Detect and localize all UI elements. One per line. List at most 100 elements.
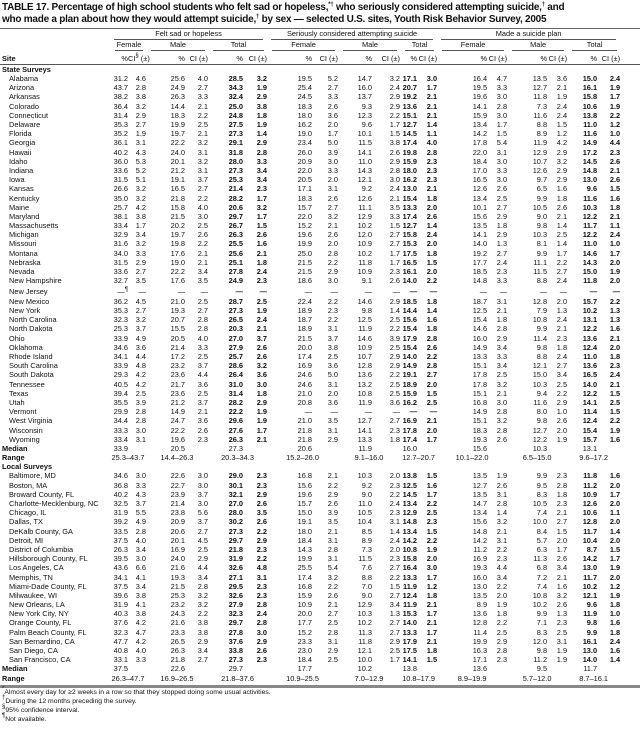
cell-value: 15.7 <box>297 202 313 212</box>
percent-cell: 13.5 <box>437 591 487 600</box>
ci-cell: 3.3 <box>185 343 208 352</box>
ci-cell: 1.7 <box>243 425 267 435</box>
percent-cell: 12.1 <box>338 175 372 184</box>
cell-value: 21.2 <box>170 397 185 407</box>
site-cell: New Orleans, LA <box>0 600 110 609</box>
ci-cell: 2.9 <box>487 212 507 221</box>
ci-cell: 2.2 <box>312 258 338 267</box>
ci-cell: 2.0 <box>597 536 620 545</box>
cell-value: 17.5 <box>402 248 418 258</box>
cell-value: 3.3 <box>256 156 268 166</box>
cell-value: 22.0 <box>297 211 313 221</box>
cell-value: 2.5 <box>389 646 401 655</box>
percent-cell: 19.6 <box>267 230 312 239</box>
cell-value: 9.8 <box>536 416 548 426</box>
ci-cell: 2.2 <box>417 536 437 545</box>
group-header-label: Made a suicide plan <box>441 29 617 40</box>
percent-cell: 9.4 <box>507 389 547 398</box>
percent-cell: 20.6 <box>208 203 243 212</box>
percent-cell: 19.1 <box>146 175 185 184</box>
ci-cell: 1.8 <box>243 258 267 267</box>
ci-cell: 1.8 <box>417 297 437 306</box>
blank-cell <box>620 148 640 157</box>
ci-cell: 2.5 <box>128 389 146 398</box>
cell-value: 3.0 <box>135 554 146 564</box>
ci-cell: 2.2 <box>185 609 208 618</box>
cell-value: 25.5 <box>297 563 313 573</box>
cell-value: 3.4 <box>135 230 146 240</box>
percent-cell: 18.5 <box>437 267 487 276</box>
cell-value: 2.2 <box>327 480 339 490</box>
data-table: Felt sad or hopeless Seriously considered… <box>0 29 640 683</box>
cell-value: 32.3 <box>113 627 128 637</box>
percent-cell: 13.5 <box>507 74 547 83</box>
cell-value: 2.9 <box>389 296 401 306</box>
cell-value: 32.9 <box>113 230 128 240</box>
site-cell: Ohio <box>0 334 110 343</box>
percent-cell: 21.5 <box>146 582 185 591</box>
cell-value: 14.3 <box>297 544 313 554</box>
cell-value: 14.0 <box>582 379 598 389</box>
cell-value: 2.6 <box>426 342 438 352</box>
cell-value: 3.5 <box>135 276 146 286</box>
cell-value: 21.7 <box>170 379 185 389</box>
ci-cell: 2.7 <box>372 230 400 239</box>
table-row: Idaho 36.0 5.3 20.1 3.2 28.0 3.3 20.9 3.0 11.0 2.9… <box>0 157 640 166</box>
ci-cell: 1.7 <box>417 628 437 637</box>
percent-cell: 13.8 <box>567 111 597 120</box>
percent-cell: 16.8 <box>267 582 312 591</box>
percent-cell: 11.3 <box>507 554 547 563</box>
percent-cell: 21.0 <box>146 297 185 306</box>
cell-value: 33.1 <box>113 655 128 665</box>
percent-cell: 13.3 <box>437 352 487 361</box>
cell-value: 11.8 <box>533 92 548 102</box>
group-header: Seriously considered attempting suicide <box>267 29 437 40</box>
percent-cell: 19.8 <box>400 148 417 157</box>
ci-cell: 3.2 <box>487 517 507 526</box>
ci-cell: 2.1 <box>372 193 400 203</box>
cell-value: 32.3 <box>113 315 128 325</box>
cell-value: 10.6 <box>582 508 598 518</box>
cell-value: 1.6 <box>556 581 568 591</box>
cell-value: 11.5 <box>358 138 373 148</box>
percent-cell: 15.8 <box>400 554 417 563</box>
cell-value: 9.9 <box>536 609 548 619</box>
cell-value: 12.1 <box>357 646 373 655</box>
cell-value: 3.4 <box>556 370 568 380</box>
cell-value: 20.9 <box>297 156 313 166</box>
cell-value: 21.0 <box>297 388 313 398</box>
percent-cell: 31.9 <box>208 554 243 563</box>
ci-cell: 1.5 <box>597 545 620 554</box>
cell-value: 8.0 <box>536 407 548 417</box>
range-value: 15.2–26.0 <box>286 453 319 463</box>
percent-cell: 26.6 <box>110 184 128 193</box>
ci-cell: — <box>597 285 620 296</box>
percent-cell: 29.5 <box>208 582 243 591</box>
ci-cell: 1.8 <box>597 352 620 361</box>
percent-cell: 33.6 <box>110 166 128 175</box>
percent-cell: 24.6 <box>267 370 312 379</box>
cell-value: 1.8 <box>609 600 621 610</box>
cell-value: 2.4 <box>609 636 621 646</box>
percent-column-header: % <box>567 51 598 65</box>
percent-cell: 16.1 <box>567 637 597 646</box>
cell-value: 2.8 <box>426 361 438 371</box>
percent-cell: 30.2 <box>208 517 243 526</box>
cell-value: 3.3 <box>135 655 146 665</box>
cell-value: 15.5 <box>170 324 185 334</box>
percent-cell: 10.1 <box>437 203 487 212</box>
cell-value: 2.4 <box>609 74 621 84</box>
ci-cell: 3.0 <box>128 471 146 480</box>
blank-cell <box>620 572 640 581</box>
ci-column-header: CI (±) <box>312 51 339 65</box>
percent-cell: 17.1 <box>267 184 312 193</box>
cell-value: 22.2 <box>170 267 185 277</box>
cell-value: 2.2 <box>389 370 401 380</box>
cell-value: 11.0 <box>583 120 598 130</box>
median-value: 29.7 <box>228 664 243 674</box>
cell-value: 14.5 <box>402 489 418 499</box>
blank-cell <box>312 444 338 453</box>
percent-cell: 31.5 <box>110 258 128 267</box>
cell-value: 31.4 <box>113 110 128 120</box>
percent-cell: 11.8 <box>567 471 597 480</box>
